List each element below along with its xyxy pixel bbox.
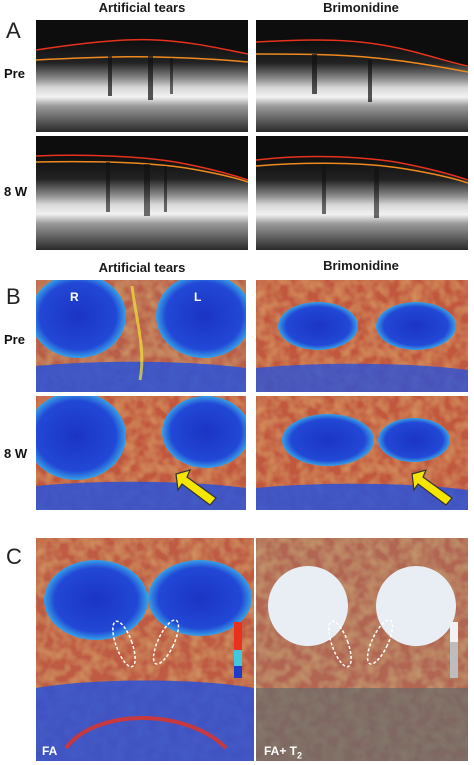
panel-label-fa: FA — [42, 744, 58, 758]
hemisphere-label-l: L — [194, 290, 202, 304]
subscript-2: 2 — [297, 750, 303, 761]
arrow-icon-brimonidine — [411, 469, 453, 506]
fa-map-artificial-tears-pre — [36, 280, 246, 392]
oct-image-brimonidine-8w — [256, 136, 468, 250]
panel-letter-c: C — [6, 544, 22, 569]
arrow-icon-artificial-tears — [175, 469, 217, 506]
row-label-pre-a: Pre — [4, 66, 25, 81]
row-label-8w-b: 8 W — [4, 446, 28, 461]
row-label-8w-a: 8 W — [4, 184, 28, 199]
column-header-brimonidine-b: Brimonidine — [323, 258, 399, 273]
row-label-pre-b: Pre — [4, 332, 25, 347]
fa-t2-overlay-image — [256, 538, 468, 761]
panel-letter-b: B — [6, 284, 21, 309]
column-header-brimonidine-a: Brimonidine — [323, 0, 399, 15]
column-header-artificial-tears-a: Artificial tears — [98, 0, 186, 15]
oct-image-artificial-tears-pre — [36, 20, 248, 132]
fa-map-brimonidine-pre — [256, 280, 468, 392]
panel-letter-a: A — [6, 18, 21, 43]
fa-map-artificial-tears-8w — [36, 396, 246, 510]
oct-image-artificial-tears-8w — [36, 136, 248, 250]
panel-label-fa-t2: FA+ T2 — [264, 744, 303, 761]
column-header-artificial-tears-b: Artificial tears — [98, 260, 186, 275]
oct-image-brimonidine-pre — [256, 20, 468, 132]
fa-map-large — [36, 538, 254, 761]
hemisphere-label-r: R — [70, 290, 79, 304]
